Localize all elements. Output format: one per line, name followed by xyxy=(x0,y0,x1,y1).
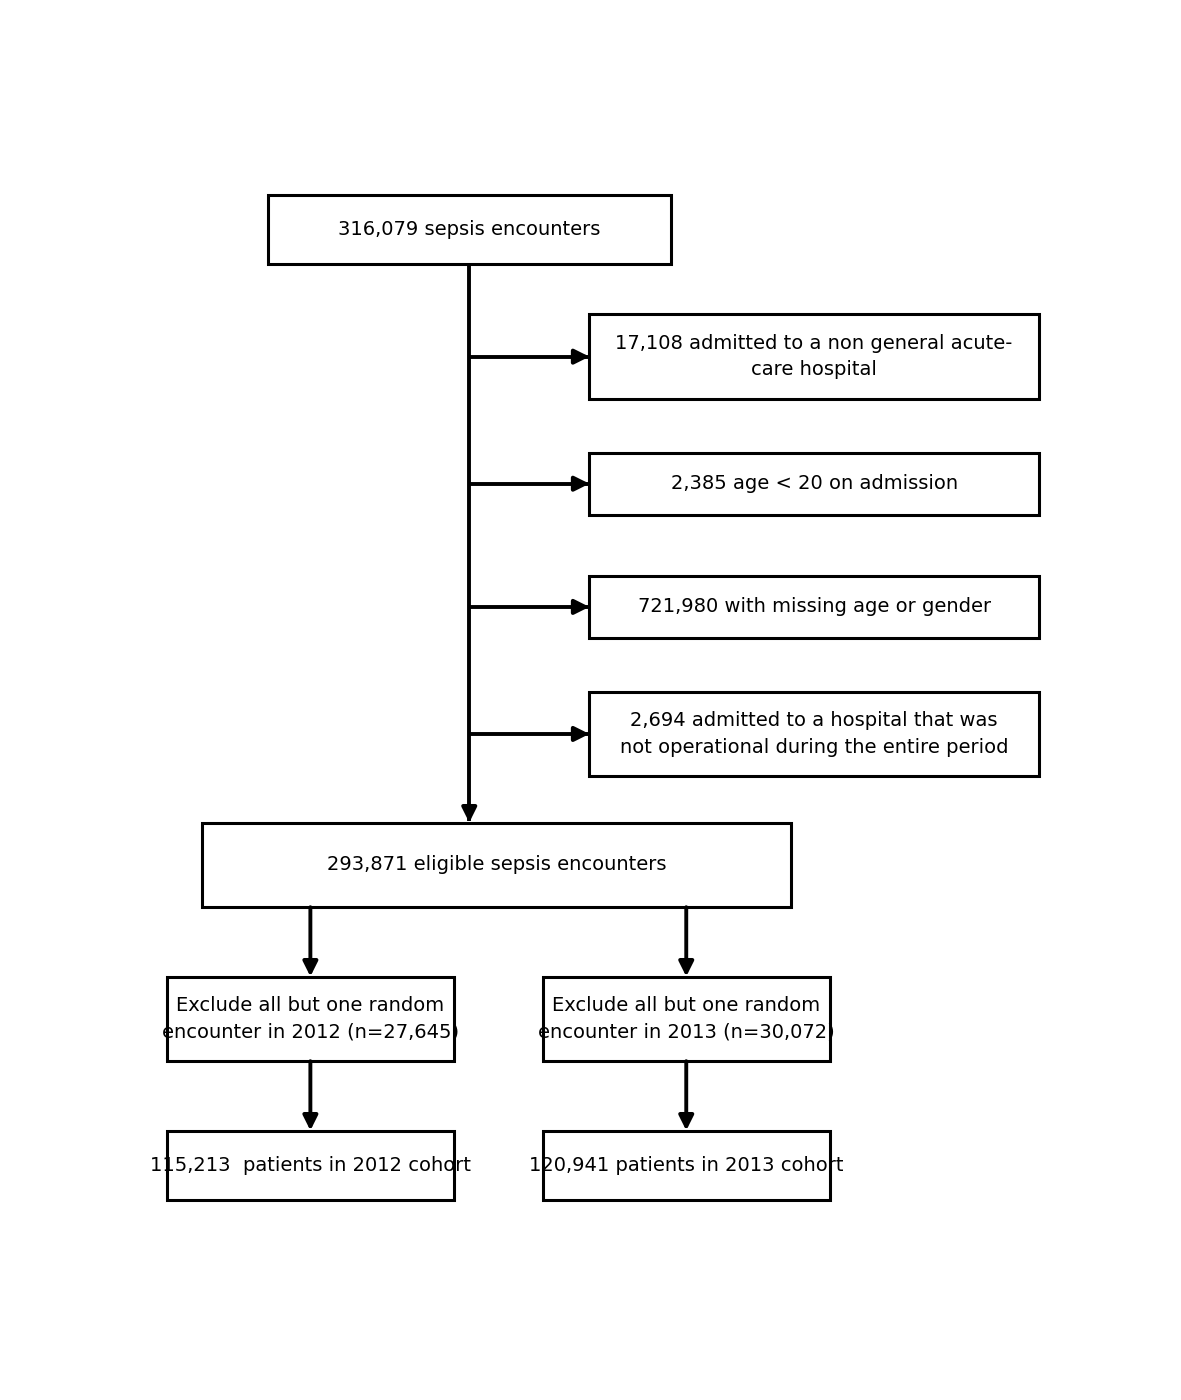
Text: Exclude all but one random
encounter in 2012 (n=27,645): Exclude all but one random encounter in … xyxy=(162,997,459,1042)
Bar xyxy=(589,692,1039,776)
Text: 721,980 with missing age or gender: 721,980 with missing age or gender xyxy=(638,598,991,616)
Bar xyxy=(589,577,1039,638)
Text: Exclude all but one random
encounter in 2013 (n=30,072): Exclude all but one random encounter in … xyxy=(537,997,835,1042)
Bar xyxy=(589,314,1039,399)
Text: 120,941 patients in 2013 cohort: 120,941 patients in 2013 cohort xyxy=(529,1155,843,1175)
Text: 115,213  patients in 2012 cohort: 115,213 patients in 2012 cohort xyxy=(150,1155,471,1175)
Bar xyxy=(167,1131,454,1200)
Text: 2,385 age < 20 on admission: 2,385 age < 20 on admission xyxy=(671,475,958,493)
Bar xyxy=(543,977,829,1061)
Bar xyxy=(268,195,671,265)
Bar xyxy=(543,1131,829,1200)
Bar xyxy=(202,823,791,907)
Text: 2,694 admitted to a hospital that was
not operational during the entire period: 2,694 admitted to a hospital that was no… xyxy=(620,711,1009,756)
Text: 293,871 eligible sepsis encounters: 293,871 eligible sepsis encounters xyxy=(327,855,666,875)
Text: 316,079 sepsis encounters: 316,079 sepsis encounters xyxy=(338,220,600,239)
Text: 17,108 admitted to a non general acute-
care hospital: 17,108 admitted to a non general acute- … xyxy=(615,335,1013,379)
Bar xyxy=(167,977,454,1061)
Bar xyxy=(589,454,1039,515)
